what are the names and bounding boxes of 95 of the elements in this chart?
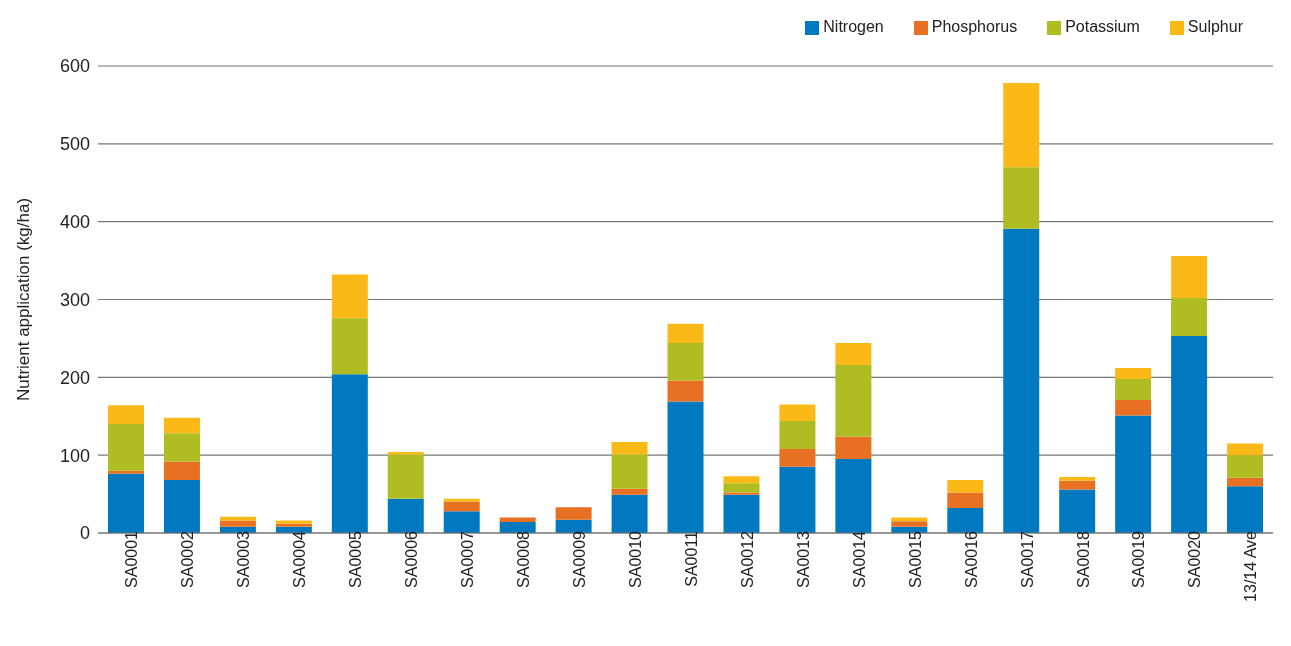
y-tick-label: 600	[59, 56, 90, 77]
bar	[555, 507, 592, 520]
bar	[108, 473, 144, 533]
x-tick-label: SA0017	[1018, 530, 1036, 588]
x-tick-label: SA0007	[459, 530, 477, 588]
x-tick-label: SA0002	[179, 530, 197, 588]
y-tick-label: 100	[59, 445, 90, 466]
bar	[947, 480, 984, 493]
x-tick-label: SA0004	[291, 530, 309, 588]
bar	[611, 488, 648, 495]
bar	[1227, 477, 1264, 487]
bar	[723, 494, 760, 533]
x-tick-label: SA0006	[403, 530, 421, 588]
bar	[1115, 378, 1152, 400]
y-tick-label: 0	[79, 523, 90, 544]
bar	[1059, 480, 1096, 490]
bar	[611, 494, 648, 533]
bar	[1115, 415, 1152, 533]
bar	[779, 404, 816, 421]
bar	[667, 343, 704, 381]
x-tick-label: SA0014	[850, 530, 868, 588]
y-tick-label: 300	[59, 289, 90, 310]
bar	[667, 401, 704, 533]
x-tick-label: SA0003	[235, 530, 253, 588]
bar	[779, 420, 816, 449]
x-tick-label: SA0015	[906, 530, 924, 588]
bar	[163, 480, 200, 533]
legend-label: Potassium	[1065, 18, 1140, 35]
x-tick-label: SA0005	[347, 530, 365, 588]
x-tick-label: SA0008	[515, 530, 532, 588]
bar	[891, 517, 928, 522]
bar	[611, 441, 648, 455]
bar	[108, 405, 144, 425]
bar	[1227, 443, 1264, 456]
bar	[1059, 476, 1096, 481]
y-tick-label: 500	[59, 134, 90, 155]
bar	[163, 433, 200, 462]
bar	[108, 424, 144, 471]
bar	[779, 448, 816, 467]
bar	[947, 492, 984, 509]
bar	[667, 380, 704, 402]
bar	[331, 318, 368, 375]
bar	[1003, 83, 1040, 168]
x-tick-label: SA0001	[123, 530, 141, 588]
bar	[443, 511, 480, 533]
bar	[163, 417, 200, 434]
bar	[387, 498, 424, 533]
bar	[667, 323, 704, 344]
bar	[443, 501, 480, 512]
bar	[331, 374, 368, 533]
bar	[779, 466, 816, 533]
bar	[1171, 255, 1208, 298]
bar	[1115, 367, 1152, 379]
bar	[723, 483, 760, 493]
bar	[947, 508, 984, 533]
y-tick-label: 200	[59, 367, 90, 388]
x-tick-label: SA0012	[738, 530, 756, 588]
x-tick-label: SA0016	[962, 530, 980, 588]
bar	[1003, 167, 1040, 229]
bar	[499, 522, 536, 533]
bar	[1115, 399, 1152, 416]
x-tick-label: SA0011	[682, 530, 700, 587]
bar	[891, 521, 928, 527]
y-axis-title: Nutrient application (kg/ha)	[14, 197, 34, 402]
bar	[1003, 228, 1040, 533]
bar	[1059, 489, 1096, 533]
bar	[387, 454, 424, 499]
x-tick-label: SA0020	[1186, 530, 1204, 588]
x-tick-label: SA0009	[570, 530, 588, 588]
bar	[331, 274, 368, 319]
bar	[835, 436, 872, 460]
bar	[108, 470, 144, 474]
x-tick-label: SA0018	[1074, 530, 1092, 588]
bar	[1227, 486, 1264, 533]
y-tick-label: 400	[59, 212, 90, 233]
bar	[499, 517, 536, 523]
bar	[443, 498, 480, 502]
legend-label: Nitrogen	[823, 18, 884, 35]
x-tick-label: SA0013	[794, 530, 812, 588]
bar	[835, 459, 872, 533]
bar	[219, 520, 256, 527]
bar	[163, 461, 200, 481]
legend-label: Sulphur	[1187, 18, 1243, 35]
bar	[835, 343, 872, 365]
x-tick-label: 13/14 Ave	[1242, 530, 1260, 602]
x-tick-label: SA0019	[1130, 530, 1148, 588]
x-tick-label: SA0010	[626, 530, 644, 588]
bar	[835, 364, 872, 437]
bar	[611, 454, 648, 489]
bar	[1227, 455, 1264, 478]
bar	[723, 476, 760, 484]
bar	[1171, 297, 1208, 337]
bar	[219, 516, 256, 521]
bar	[1171, 336, 1208, 533]
legend-label: Phosphorus	[931, 18, 1018, 35]
